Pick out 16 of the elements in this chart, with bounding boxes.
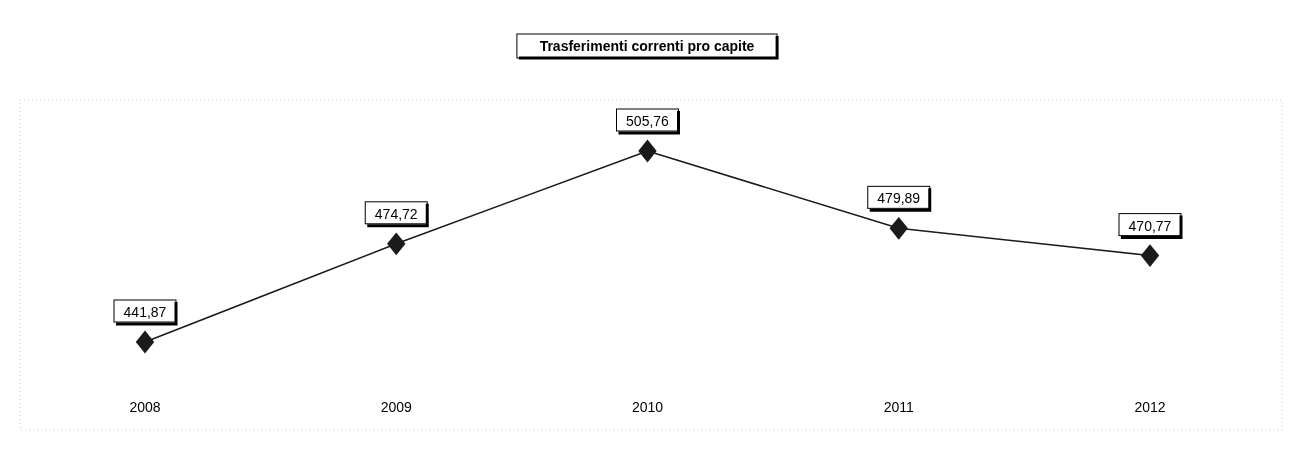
data-label: 441,87 bbox=[123, 304, 167, 320]
point bbox=[135, 330, 155, 354]
data-label: 470,77 bbox=[1128, 217, 1172, 234]
x-tick-label: 2012 bbox=[1134, 399, 1166, 415]
x-tick-label: 2011 bbox=[883, 399, 915, 415]
data-label: 474,72 bbox=[374, 205, 418, 222]
x-tick-label: 2010 bbox=[631, 399, 664, 415]
point bbox=[889, 216, 908, 240]
data-label: 479,89 bbox=[877, 190, 921, 207]
point bbox=[387, 232, 406, 256]
chart-title: Trasferimenti correnti pro capite bbox=[539, 38, 755, 54]
data-label: 505,76 bbox=[626, 113, 670, 129]
point bbox=[638, 139, 657, 163]
x-tick-label: 2009 bbox=[380, 399, 413, 415]
x-tick-label: 2008 bbox=[129, 399, 161, 415]
point bbox=[1140, 244, 1160, 267]
